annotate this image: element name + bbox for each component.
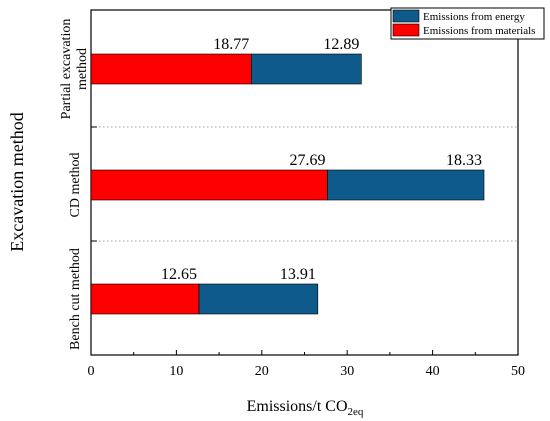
x-tick-label: 50 (511, 364, 525, 379)
bar-segment (250, 53, 362, 85)
bar-segment (327, 169, 485, 201)
x-axis-title: Emissions/t CO2eq (247, 398, 364, 418)
data-label: 12.65 (161, 266, 197, 283)
y-tick-label-line: Partial excavation (59, 19, 74, 120)
x-tick-label: 0 (88, 364, 95, 379)
x-tick-label: 30 (340, 364, 354, 379)
data-labels: 18.77 12.89 27.69 18.33 12.65 13.91 (161, 36, 482, 283)
legend-swatch (392, 23, 420, 37)
x-axis-title-subscript: 2eq (348, 406, 364, 418)
category-separators (91, 126, 518, 242)
y-axis: Partial excavationmethod CD method Bench c… (59, 19, 90, 350)
data-label: 27.69 (289, 152, 325, 169)
x-tick-label: 10 (169, 364, 183, 379)
data-label: 18.33 (446, 152, 482, 169)
y-axis-title: Excavation method (7, 112, 27, 251)
x-tick-label: 40 (426, 364, 440, 379)
legend-swatch (392, 9, 420, 23)
y-tick-label-line: Bench cut method (68, 248, 83, 350)
x-axis: 0 10 20 30 40 50 (88, 350, 525, 379)
bars (90, 53, 485, 315)
y-tick-label: Bench cut method (68, 248, 83, 350)
data-label: 12.89 (323, 36, 359, 53)
bar-segment (90, 283, 200, 315)
x-tick-label: 20 (255, 364, 269, 379)
legend-label: Emissions from energy (423, 11, 525, 23)
y-tick-label: CD method (68, 153, 83, 218)
x-axis-title-main: Emissions/t CO (247, 398, 348, 415)
legend: Emissions from energy Emissions from mate… (390, 7, 545, 40)
y-tick-label-line: CD method (68, 153, 83, 218)
y-tick-label-line: method (75, 48, 90, 90)
bar-segment (198, 283, 319, 315)
y-tick-label: Partial excavationmethod (59, 19, 90, 120)
bar-segment (90, 53, 252, 85)
data-label: 13.91 (280, 266, 316, 283)
legend-label: Emissions from materials (423, 25, 535, 37)
bar-segment (90, 169, 328, 201)
data-label: 18.77 (213, 36, 249, 53)
